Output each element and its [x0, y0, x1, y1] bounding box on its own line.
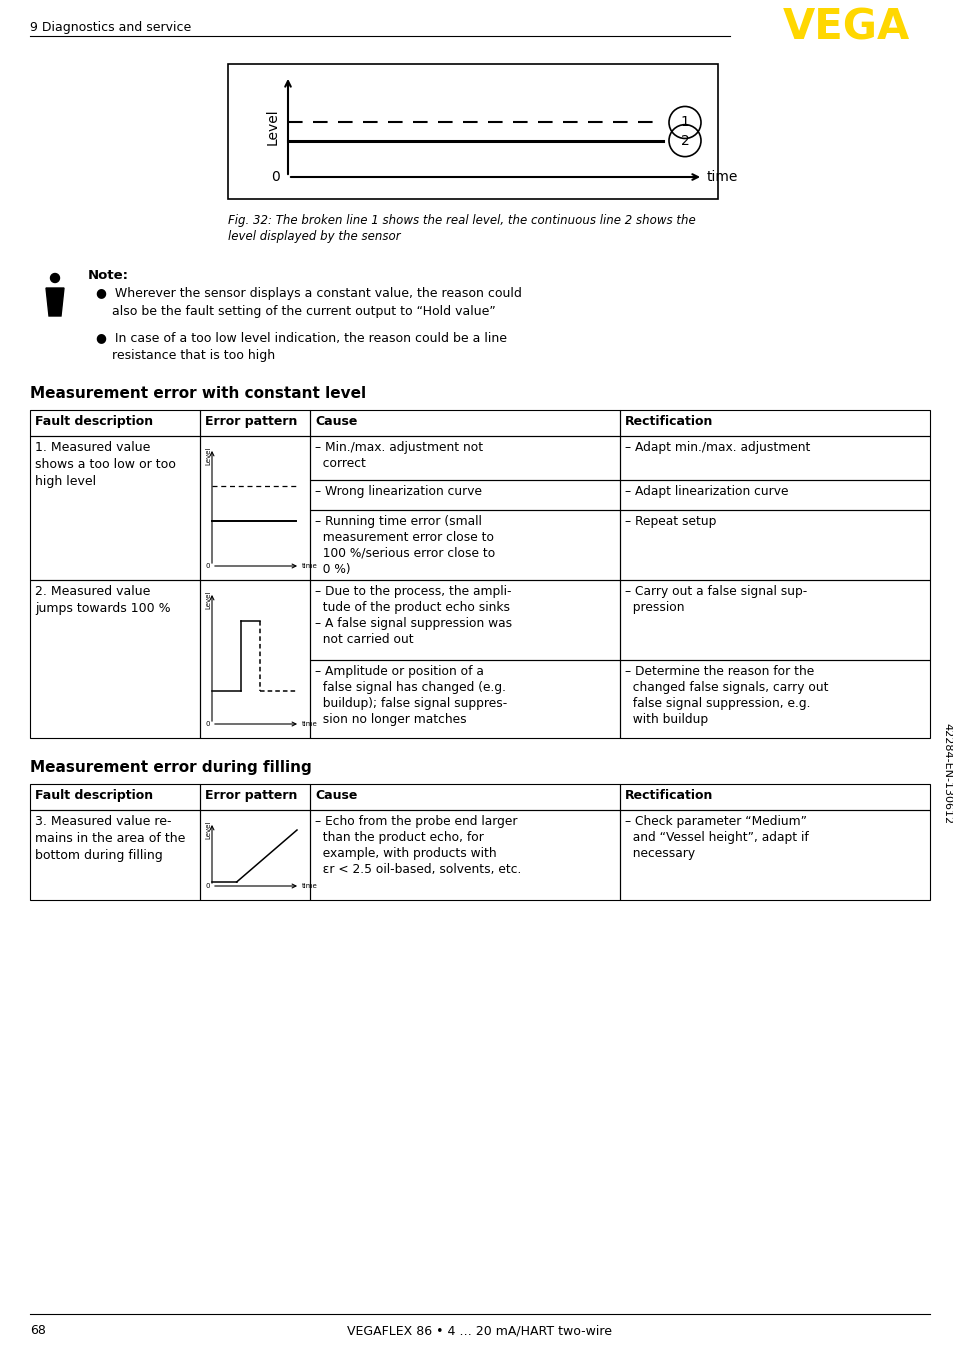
Text: 1: 1 — [679, 115, 689, 130]
Text: 42284-EN-130612: 42284-EN-130612 — [941, 723, 951, 825]
Text: Rectification: Rectification — [624, 414, 713, 428]
Text: Measurement error with constant level: Measurement error with constant level — [30, 386, 366, 401]
Text: – Echo from the probe end larger
  than the product echo, for
  example, with pr: – Echo from the probe end larger than th… — [314, 815, 521, 876]
Text: – Amplitude or position of a
  false signal has changed (e.g.
  buildup); false : – Amplitude or position of a false signa… — [314, 665, 507, 726]
Bar — [200, 784, 310, 810]
Text: 0: 0 — [205, 883, 210, 890]
Text: Level: Level — [266, 108, 280, 145]
Bar — [200, 410, 310, 436]
Text: – Running time error (small
  measurement error close to
  100 %/serious error c: – Running time error (small measurement … — [314, 515, 495, 575]
Text: ●  In case of a too low level indication, the reason could be a line
    resista: ● In case of a too low level indication,… — [96, 330, 506, 362]
Text: 2: 2 — [679, 134, 689, 148]
Bar — [619, 810, 929, 900]
Bar — [619, 659, 929, 738]
Text: Fault description: Fault description — [35, 789, 153, 802]
Bar — [30, 810, 200, 900]
Bar — [228, 64, 718, 199]
Text: Fault description: Fault description — [35, 414, 153, 428]
Text: 1. Measured value
shows a too low or too
high level: 1. Measured value shows a too low or too… — [35, 441, 175, 487]
Text: – Check parameter “Medium”
  and “Vessel height”, adapt if
  necessary: – Check parameter “Medium” and “Vessel h… — [624, 815, 808, 860]
Bar — [619, 436, 929, 481]
Bar — [310, 410, 619, 436]
Bar — [619, 580, 929, 659]
Text: Error pattern: Error pattern — [205, 789, 297, 802]
Text: – Adapt linearization curve: – Adapt linearization curve — [624, 485, 788, 498]
Text: 0: 0 — [272, 171, 280, 184]
Text: Cause: Cause — [314, 789, 357, 802]
Text: 0: 0 — [205, 563, 210, 569]
Bar — [310, 810, 619, 900]
Text: Error pattern: Error pattern — [205, 414, 297, 428]
Bar — [619, 784, 929, 810]
Bar — [310, 436, 619, 481]
Bar — [30, 580, 200, 738]
Bar — [310, 580, 619, 659]
Bar — [310, 481, 619, 510]
Text: Level: Level — [205, 821, 211, 839]
Text: Rectification: Rectification — [624, 789, 713, 802]
Text: time: time — [706, 171, 738, 184]
Text: ●  Wherever the sensor displays a constant value, the reason could
    also be t: ● Wherever the sensor displays a constan… — [96, 287, 521, 317]
Text: – Wrong linearization curve: – Wrong linearization curve — [314, 485, 481, 498]
Text: time: time — [302, 883, 317, 890]
Bar — [619, 410, 929, 436]
Bar — [30, 784, 200, 810]
Text: 0: 0 — [205, 720, 210, 727]
Text: Cause: Cause — [314, 414, 357, 428]
Text: – Adapt min./max. adjustment: – Adapt min./max. adjustment — [624, 441, 809, 454]
Text: 2. Measured value
jumps towards 100 %: 2. Measured value jumps towards 100 % — [35, 585, 171, 615]
Bar — [619, 510, 929, 580]
Bar — [200, 436, 310, 580]
Bar — [30, 410, 200, 436]
Bar — [310, 510, 619, 580]
Text: Measurement error during filling: Measurement error during filling — [30, 760, 312, 774]
Text: 68: 68 — [30, 1324, 46, 1336]
Text: Level: Level — [205, 590, 211, 609]
Text: – Min./max. adjustment not
  correct: – Min./max. adjustment not correct — [314, 441, 482, 470]
Bar — [619, 481, 929, 510]
Text: 3. Measured value re-
mains in the area of the
bottom during filling: 3. Measured value re- mains in the area … — [35, 815, 185, 862]
Bar — [200, 810, 310, 900]
Text: VEGA: VEGA — [781, 5, 909, 47]
Polygon shape — [46, 288, 64, 315]
Bar — [30, 436, 200, 580]
Text: time: time — [302, 563, 317, 569]
Text: VEGAFLEX 86 • 4 … 20 mA/HART two-wire: VEGAFLEX 86 • 4 … 20 mA/HART two-wire — [347, 1324, 612, 1336]
Text: 9 Diagnostics and service: 9 Diagnostics and service — [30, 22, 191, 34]
Text: – Carry out a false signal sup-
  pression: – Carry out a false signal sup- pression — [624, 585, 806, 613]
Text: Fig. 32: The broken line 1 shows the real level, the continuous line 2 shows the: Fig. 32: The broken line 1 shows the rea… — [228, 214, 695, 227]
Text: level displayed by the sensor: level displayed by the sensor — [228, 230, 400, 242]
Bar — [200, 580, 310, 738]
Text: Level: Level — [205, 447, 211, 466]
Text: time: time — [302, 720, 317, 727]
Text: – Due to the process, the ampli-
  tude of the product echo sinks
– A false sign: – Due to the process, the ampli- tude of… — [314, 585, 512, 646]
Bar — [310, 784, 619, 810]
Text: – Determine the reason for the
  changed false signals, carry out
  false signal: – Determine the reason for the changed f… — [624, 665, 827, 726]
Text: – Repeat setup: – Repeat setup — [624, 515, 716, 528]
Circle shape — [51, 274, 59, 283]
Text: Note:: Note: — [88, 269, 129, 282]
Bar — [310, 659, 619, 738]
